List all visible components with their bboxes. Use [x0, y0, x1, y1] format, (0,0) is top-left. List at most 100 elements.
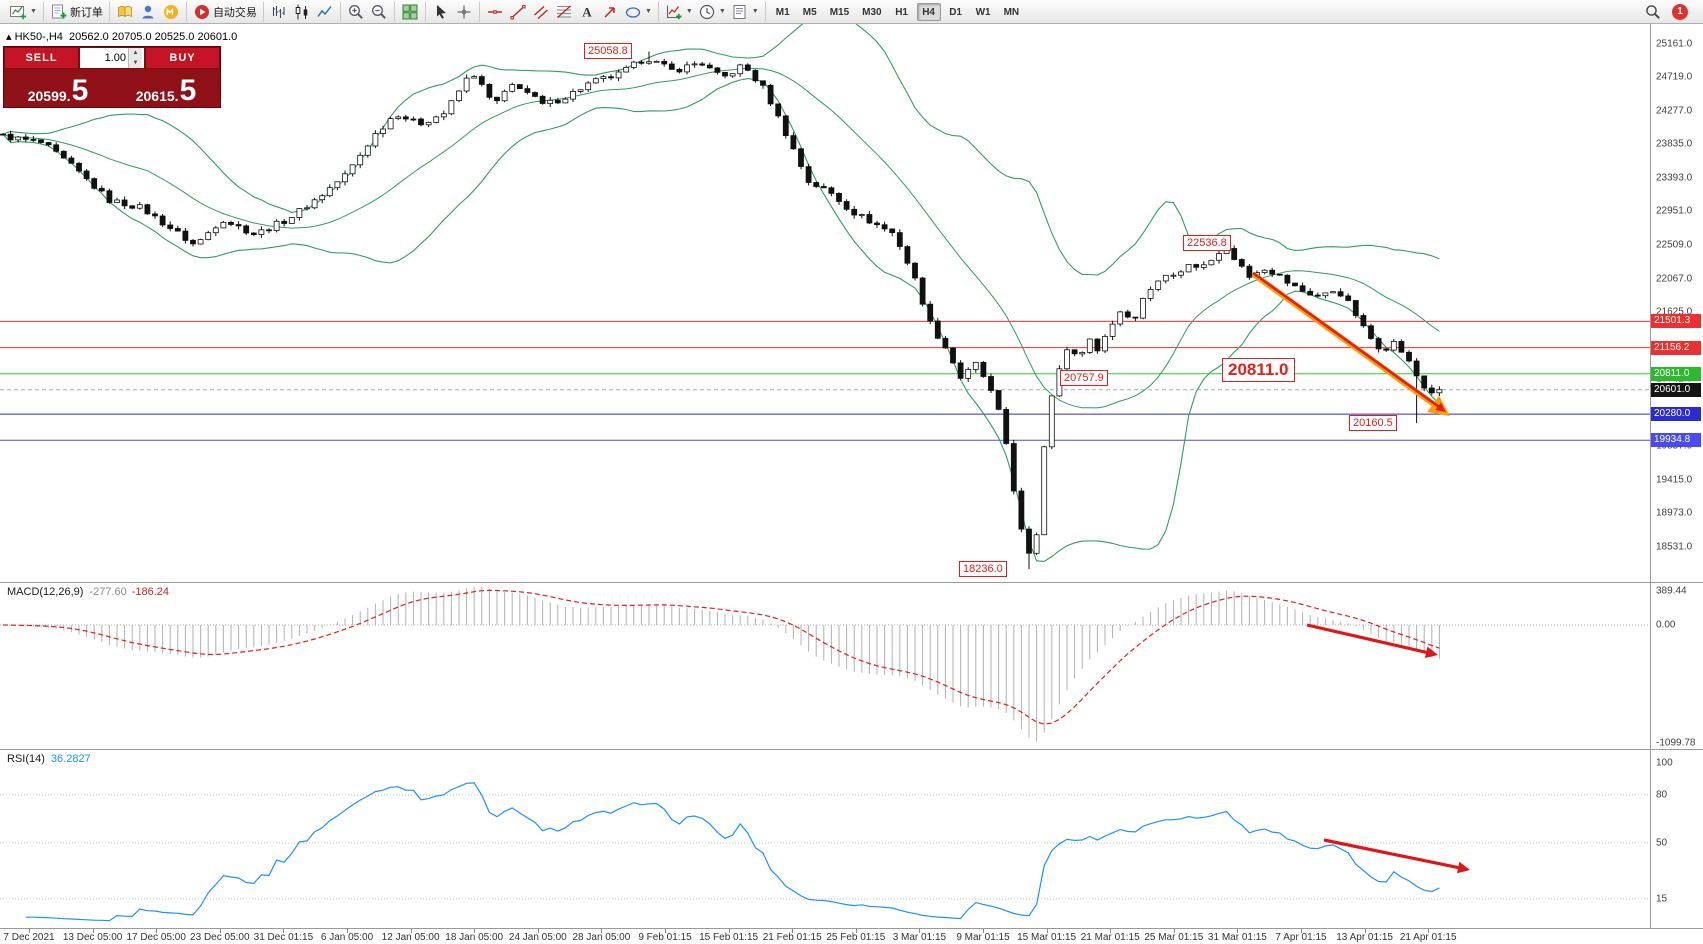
macd-arrow[interactable]: [1306, 623, 1438, 658]
indicators-button[interactable]: ▼: [663, 2, 695, 22]
time-tick: [410, 929, 412, 933]
timeframe-h1-button[interactable]: H1: [895, 6, 908, 18]
timeframe-w1-button[interactable]: W1: [975, 6, 991, 18]
text-button[interactable]: A: [576, 2, 598, 22]
line-chart-button[interactable]: [314, 2, 336, 22]
toolbar-group-autotrading: 自动交易: [185, 1, 263, 22]
timeframe-m15-button[interactable]: M15: [829, 6, 850, 18]
price-axis-label: 18531.0: [1656, 541, 1693, 553]
chevron-down-icon: ▼: [751, 8, 759, 15]
channel-button[interactable]: [530, 2, 552, 22]
price-callout[interactable]: 20811.0: [1222, 358, 1295, 382]
community-button[interactable]: [137, 2, 159, 22]
autotrading-button[interactable]: 自动交易: [191, 2, 259, 22]
price-callout[interactable]: 20757.9: [1060, 370, 1108, 386]
arrows-button[interactable]: [599, 2, 621, 22]
time-axis[interactable]: 7 Dec 2021 13 Dec 05:00 17 Dec 05:00 23 Dec…: [0, 928, 1703, 944]
line-chart-icon: [316, 3, 334, 21]
periods-icon: [698, 3, 716, 21]
zoom-in-button[interactable]: [345, 2, 367, 22]
timeframe-m30-button[interactable]: M30: [862, 6, 882, 18]
shapes-button[interactable]: ▼: [622, 2, 654, 22]
horizontal-line-button[interactable]: [484, 2, 506, 22]
chevron-down-icon: ▼: [718, 8, 726, 15]
volume-up-icon[interactable]: ▲: [132, 50, 139, 56]
zoom-out-button[interactable]: [368, 2, 390, 22]
candlestick-chart-button[interactable]: [291, 2, 313, 22]
bar-chart-button[interactable]: [268, 2, 290, 22]
new-chart-button[interactable]: ▼: [7, 2, 39, 22]
zoom-out-icon: [370, 3, 388, 21]
main-chart-panel[interactable]: ▴ HK50-,H4 20562.0 20705.0 20525.0 20601…: [0, 24, 1703, 582]
panel-collapse-icon[interactable]: ▴: [6, 31, 12, 43]
tile-windows-button[interactable]: [399, 2, 421, 22]
tile-windows-icon: [401, 3, 419, 21]
price-callout[interactable]: 18236.0: [959, 561, 1007, 577]
periods-button[interactable]: ▼: [696, 2, 728, 22]
price-axis-label: 22067.0: [1656, 273, 1693, 284]
toolbar-group-chart-tools: ▼ ▼ ▼: [657, 1, 765, 22]
timeframe-m1-button[interactable]: M1: [775, 6, 790, 18]
time-tick: [792, 929, 794, 933]
trend-arrow-inner[interactable]: [1252, 271, 1446, 412]
fibonacci-button[interactable]: [553, 2, 575, 22]
mql5-button[interactable]: [160, 2, 182, 22]
timeframe-m5-button[interactable]: M5: [802, 6, 817, 18]
time-tick: [665, 929, 666, 933]
crosshair-icon: [455, 3, 473, 21]
mailbox-button[interactable]: [114, 2, 136, 22]
toolbar-group-windows: [393, 1, 425, 22]
templates-button[interactable]: ▼: [729, 2, 761, 22]
trendline-button[interactable]: [507, 2, 529, 22]
price-axis-label: 18973.0: [1656, 507, 1693, 519]
buy-button[interactable]: BUY: [145, 47, 220, 69]
toolbar-button-groups: ▼ 新订单 自动交易 A ▼ ▼ ▼ ▼ M1 M5 M15 M30 H1 H4 D1 W1 MN: [3, 0, 1029, 23]
svg-text:A: A: [582, 4, 592, 19]
community-icon: [139, 3, 157, 21]
time-axis-label: 3 Mar 01:15: [892, 932, 947, 943]
rsi-indicator-panel[interactable]: RSI(14) 36.2827 100 80 50 15: [0, 749, 1703, 928]
macd-signal-value: -186.24: [131, 586, 170, 598]
crosshair-button[interactable]: [453, 2, 475, 22]
timeframe-mn-button[interactable]: MN: [1003, 6, 1020, 18]
notification-badge[interactable]: 1: [1672, 3, 1688, 20]
time-tick: [919, 929, 921, 933]
rsi-chart-canvas: [0, 782, 1650, 922]
rsi-axis-label: 80: [1656, 789, 1668, 801]
sell-button[interactable]: SELL: [4, 47, 79, 69]
time-axis-label: 31 Dec 01:15: [253, 932, 314, 943]
time-tick: [1301, 929, 1302, 933]
timeframe-d1-button[interactable]: D1: [949, 6, 962, 18]
price-callout[interactable]: 25058.8: [584, 43, 632, 59]
mailbox-icon: [116, 3, 134, 21]
bear-candles: [0, 60, 1435, 554]
cursor-button[interactable]: [430, 2, 452, 22]
trade-buttons-row: SELL ▲ ▼ BUY: [4, 47, 220, 69]
search-icon[interactable]: [1642, 2, 1664, 22]
candle-wicks: [2, 51, 1440, 570]
time-axis-label: 31 Mar 01:15: [1207, 932, 1267, 943]
time-axis-label: 15 Mar 01:15: [1017, 932, 1077, 943]
rsi-arrow[interactable]: [1323, 838, 1470, 874]
time-axis-label: 21 Apr 01:15: [1399, 932, 1457, 943]
main-toolbar: ▼ 新订单 自动交易 A ▼ ▼ ▼ ▼ M1 M5 M15 M30 H1 H4 D1 W1 MN 1: [0, 0, 1703, 24]
fibonacci-icon: [555, 3, 573, 21]
rsi-axis-label: 50: [1656, 837, 1668, 849]
new-order-button[interactable]: 新订单: [48, 2, 105, 22]
price-callout[interactable]: 22536.8: [1183, 235, 1231, 251]
price-callout[interactable]: 20160.5: [1349, 415, 1397, 431]
sell-price: 20599. 5: [27, 74, 89, 108]
volume-input[interactable]: [80, 48, 128, 68]
macd-indicator-panel[interactable]: MACD(12,26,9) -277.60 -186.24 389.44 0.00 -1…: [0, 582, 1703, 749]
timeframe-h4-button[interactable]: H4: [916, 2, 941, 21]
chevron-down-icon: ▼: [644, 8, 652, 15]
time-axis-label: 25 Feb 01:15: [826, 932, 886, 943]
volume-down-icon[interactable]: ▼: [132, 60, 139, 66]
price-axis-label: 23835.0: [1656, 138, 1693, 150]
price-axis-label: 19415.0: [1656, 474, 1693, 486]
time-tick: [1237, 929, 1239, 933]
channel-icon: [532, 3, 550, 21]
trendline-icon: [509, 3, 527, 21]
time-tick: [601, 929, 603, 933]
price-badge-20811.0: 20811.0: [1651, 366, 1701, 381]
